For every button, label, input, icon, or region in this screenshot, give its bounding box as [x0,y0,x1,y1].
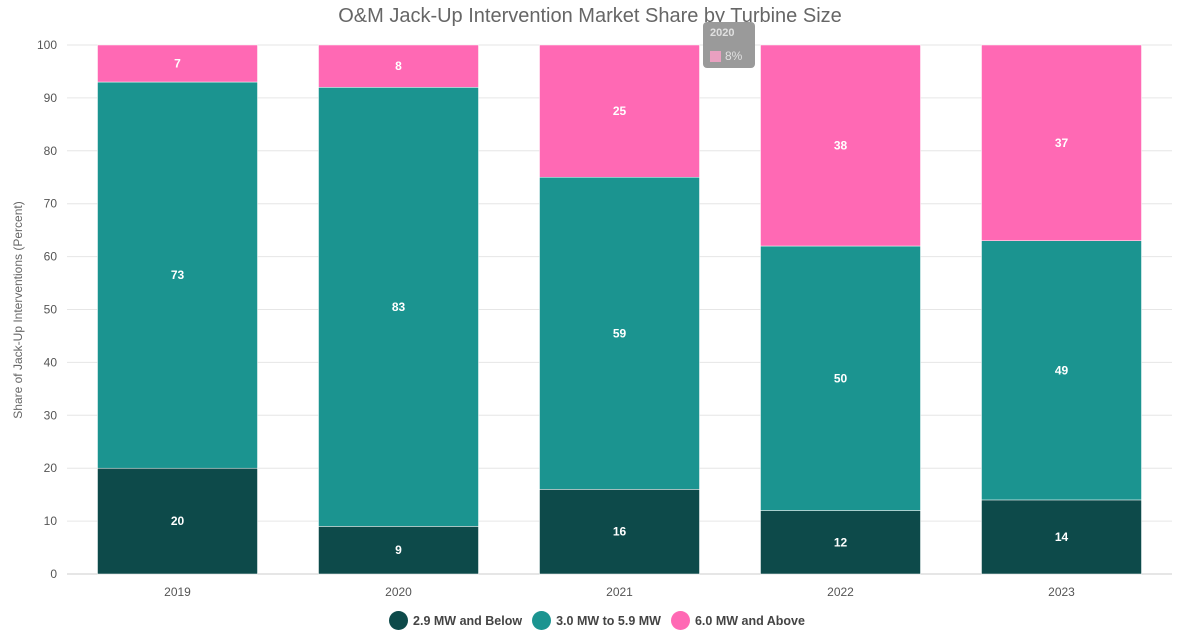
data-label: 7 [174,57,181,71]
data-label: 12 [834,535,848,549]
tooltip-swatch [710,51,721,62]
x-tick-label: 2023 [1048,585,1075,599]
data-label: 14 [1055,530,1069,544]
bar-segment[interactable] [97,467,258,575]
x-tick-label: 2020 [385,585,412,599]
y-tick-label: 90 [44,91,58,105]
legend-item-small[interactable]: 2.9 MW and Below [389,611,522,630]
legend-item-large[interactable]: 6.0 MW and Above [670,611,805,630]
data-label: 50 [834,371,848,385]
bar-segment[interactable] [981,499,1142,575]
y-tick-label: 80 [44,144,58,158]
legend-label: 3.0 MW to 5.9 MW [556,613,661,628]
bar-segment[interactable] [539,177,700,490]
bar-segment[interactable] [318,44,479,88]
y-tick-label: 30 [44,408,58,422]
chart-title: O&M Jack-Up Intervention Market Share by… [338,5,842,27]
bar-segment[interactable] [760,510,921,575]
data-label: 83 [392,300,406,314]
bar-segment[interactable] [981,44,1142,241]
legend: 2.9 MW and Below 3.0 MW to 5.9 MW 6.0 MW… [0,611,1194,630]
legend-dot [532,611,552,630]
y-tick-label: 70 [44,197,58,211]
legend-dot [670,611,690,630]
data-label: 9 [395,543,402,557]
data-label: 73 [171,268,185,282]
bar-segment[interactable] [760,44,921,247]
bar-segment[interactable] [97,44,258,83]
y-axis-label: Share of Jack-Up Interventions (Percent) [11,201,25,418]
bar-segment[interactable] [318,526,479,575]
legend-dot [389,611,409,630]
legend-item-medium[interactable]: 3.0 MW to 5.9 MW [532,611,661,630]
x-tick-label: 2019 [164,585,191,599]
data-label: 20 [171,514,185,528]
bar-segment[interactable] [97,81,258,469]
bar-segment[interactable] [981,240,1142,501]
y-tick-label: 60 [44,250,58,264]
y-tick-label: 10 [44,514,58,528]
bar-segment[interactable] [539,44,700,178]
data-label: 59 [613,326,627,340]
data-label: 49 [1055,363,1069,377]
y-tick-label: 20 [44,461,58,475]
data-label: 16 [613,525,627,539]
tooltip: 2020 8% [703,22,755,68]
data-label: 8 [395,59,402,73]
y-tick-label: 100 [37,38,57,52]
bar-segment[interactable] [318,87,479,527]
legend-label: 2.9 MW and Below [413,613,523,628]
tooltip-value: 8% [725,49,743,63]
legend-label: 6.0 MW and Above [694,613,805,628]
bar-segment[interactable] [539,489,700,575]
y-tick-label: 0 [50,567,57,581]
x-tick-label: 2021 [606,585,633,599]
x-tick-label: 2022 [827,585,854,599]
data-label: 37 [1055,136,1069,150]
bar-segment[interactable] [760,245,921,511]
tooltip-category: 2020 [710,27,735,39]
y-tick-label: 50 [44,303,58,317]
data-label: 38 [834,139,848,153]
data-label: 25 [613,104,627,118]
y-tick-label: 40 [44,355,58,369]
